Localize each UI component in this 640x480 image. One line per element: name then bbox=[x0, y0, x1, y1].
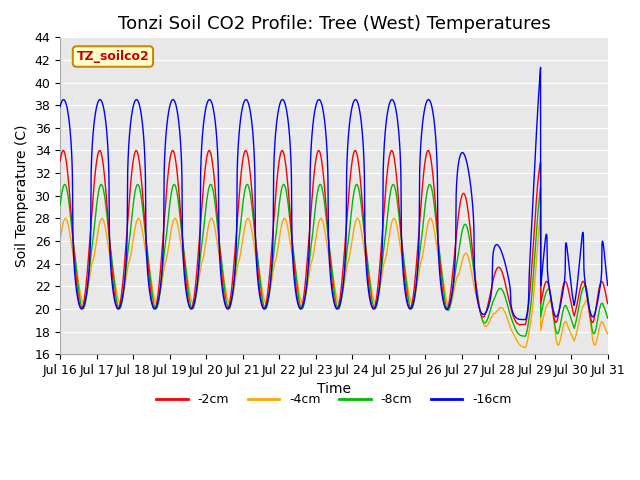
Text: TZ_soilco2: TZ_soilco2 bbox=[77, 50, 149, 63]
Title: Tonzi Soil CO2 Profile: Tree (West) Temperatures: Tonzi Soil CO2 Profile: Tree (West) Temp… bbox=[118, 15, 550, 33]
X-axis label: Time: Time bbox=[317, 383, 351, 396]
Y-axis label: Soil Temperature (C): Soil Temperature (C) bbox=[15, 124, 29, 267]
Legend: -2cm, -4cm, -8cm, -16cm: -2cm, -4cm, -8cm, -16cm bbox=[151, 388, 516, 411]
